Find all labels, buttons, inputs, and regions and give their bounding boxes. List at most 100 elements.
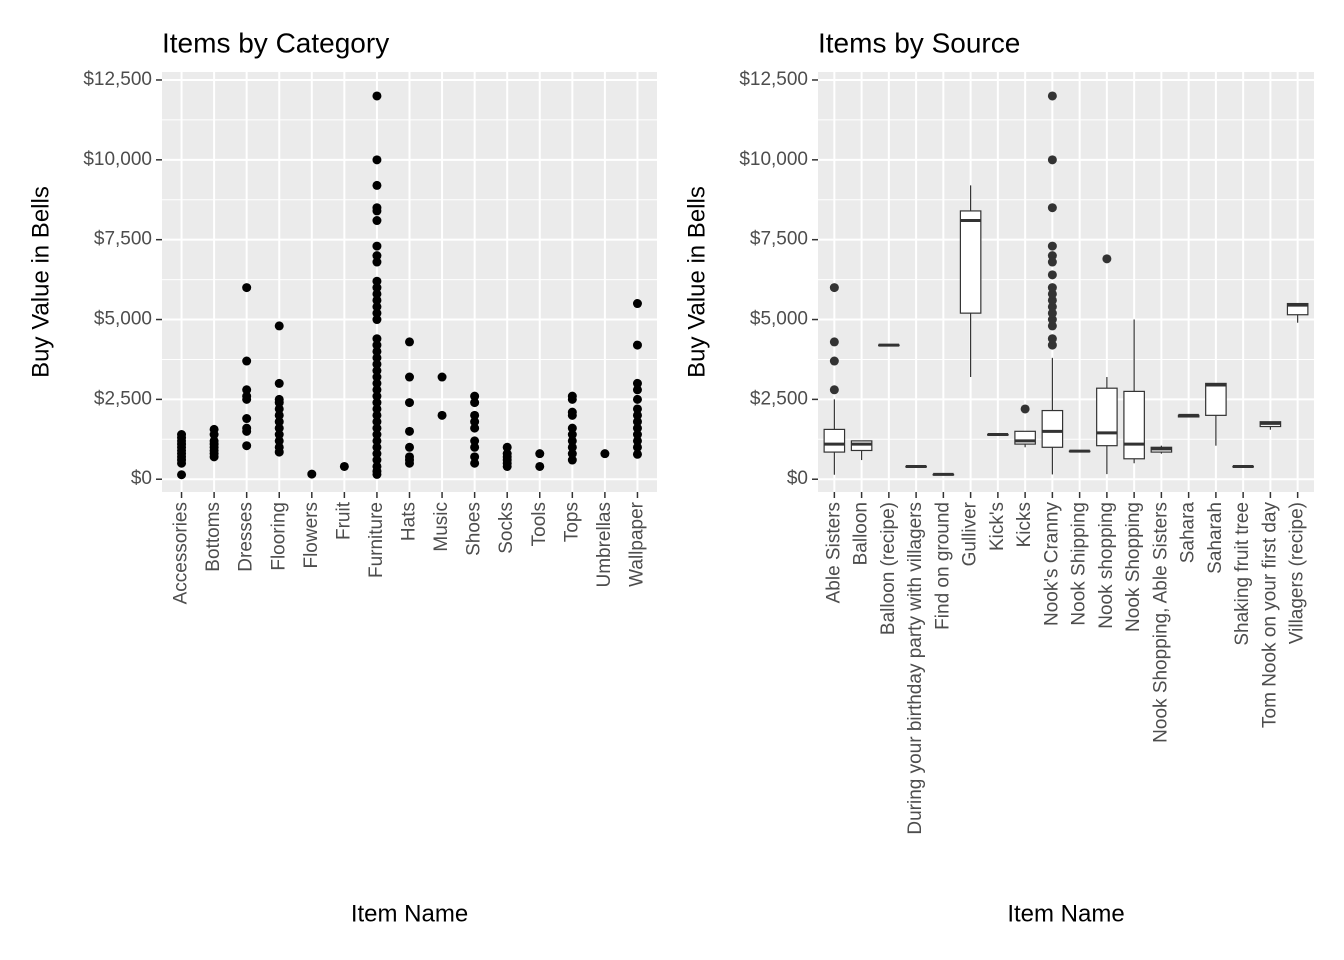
point bbox=[632, 442, 642, 452]
y-tick-label: $10,000 bbox=[739, 149, 808, 170]
chart-title: Items by Source bbox=[818, 27, 1020, 58]
outlier bbox=[1047, 241, 1057, 251]
point bbox=[405, 398, 414, 408]
outlier bbox=[829, 337, 839, 347]
point bbox=[274, 321, 284, 331]
point bbox=[567, 430, 577, 440]
x-tick-label: During your birthday party with villager… bbox=[905, 502, 926, 835]
x-axis-title: Item Name bbox=[1007, 900, 1124, 927]
point bbox=[632, 404, 642, 414]
outlier bbox=[829, 283, 839, 293]
outlier bbox=[829, 385, 839, 395]
point bbox=[339, 461, 349, 471]
outlier bbox=[1047, 289, 1057, 299]
x-tick-label: Tom Nook on your first day bbox=[1259, 502, 1280, 728]
point bbox=[372, 91, 382, 101]
x-tick-label: Fruit bbox=[333, 501, 354, 540]
point bbox=[372, 417, 382, 427]
outlier bbox=[1047, 321, 1057, 331]
box bbox=[1096, 387, 1118, 447]
point bbox=[502, 449, 512, 459]
x-tick-label: Nook Shipping bbox=[1069, 502, 1090, 626]
point bbox=[242, 283, 252, 293]
point bbox=[372, 461, 382, 471]
point bbox=[372, 315, 382, 325]
point bbox=[372, 340, 382, 350]
point bbox=[242, 391, 252, 401]
point bbox=[632, 299, 642, 309]
point bbox=[372, 346, 382, 356]
x-axis-title: Item Name bbox=[351, 900, 468, 927]
point bbox=[372, 398, 382, 408]
point bbox=[274, 436, 284, 446]
point bbox=[372, 404, 382, 414]
point bbox=[405, 452, 414, 462]
point bbox=[470, 417, 480, 427]
point bbox=[274, 417, 284, 427]
point bbox=[242, 414, 252, 424]
x-tick-label: Nook's Cranny bbox=[1041, 502, 1062, 627]
point bbox=[242, 356, 252, 366]
point bbox=[274, 410, 284, 420]
box bbox=[823, 428, 846, 453]
point bbox=[437, 372, 447, 382]
x-tick-label: Accessories bbox=[171, 502, 192, 604]
point bbox=[535, 449, 545, 459]
point bbox=[242, 423, 252, 433]
outlier bbox=[1047, 155, 1057, 165]
x-tick-label: Able Sisters bbox=[823, 502, 844, 603]
point bbox=[632, 430, 642, 440]
point bbox=[372, 302, 382, 312]
point bbox=[405, 372, 414, 382]
point bbox=[437, 410, 447, 420]
x-tick-label: Nook Shopping bbox=[1123, 502, 1144, 632]
point bbox=[372, 410, 382, 420]
outlier bbox=[1047, 334, 1057, 344]
y-tick-label: $2,500 bbox=[94, 388, 152, 409]
box bbox=[959, 210, 982, 314]
outlier bbox=[1047, 315, 1057, 325]
point bbox=[242, 441, 252, 451]
y-tick-label: $10,000 bbox=[83, 149, 152, 170]
point bbox=[372, 442, 382, 452]
point bbox=[405, 426, 414, 436]
y-tick-label: $12,500 bbox=[739, 69, 808, 90]
point bbox=[372, 430, 382, 440]
point bbox=[470, 442, 480, 452]
outlier bbox=[1047, 295, 1057, 305]
x-tick-label: Tops bbox=[561, 502, 582, 542]
point bbox=[372, 385, 382, 395]
y-tick-label: $5,000 bbox=[94, 309, 152, 330]
point bbox=[470, 423, 480, 433]
point bbox=[600, 449, 610, 459]
outlier bbox=[1047, 203, 1057, 213]
y-axis-title: Buy Value in Bells bbox=[27, 186, 54, 378]
point bbox=[372, 353, 382, 363]
point bbox=[372, 216, 382, 226]
x-tick-label: Tools bbox=[529, 502, 550, 546]
point bbox=[632, 417, 642, 427]
point bbox=[502, 442, 512, 452]
outlier bbox=[1020, 404, 1030, 414]
point bbox=[274, 442, 284, 452]
point bbox=[372, 359, 382, 369]
point bbox=[307, 469, 317, 479]
point bbox=[632, 394, 642, 404]
outlier bbox=[1047, 91, 1057, 101]
point bbox=[567, 391, 577, 401]
point bbox=[372, 180, 382, 190]
y-tick-label: $5,000 bbox=[750, 309, 808, 330]
point bbox=[470, 410, 480, 420]
point bbox=[567, 442, 577, 452]
point bbox=[372, 391, 382, 401]
x-tick-label: Shaking fruit tree bbox=[1232, 502, 1253, 646]
outlier bbox=[1047, 308, 1057, 318]
point bbox=[470, 391, 480, 401]
point bbox=[177, 430, 187, 440]
point bbox=[567, 449, 577, 459]
x-tick-label: Hats bbox=[399, 502, 420, 541]
point bbox=[372, 423, 382, 433]
point bbox=[405, 442, 414, 452]
point bbox=[372, 276, 382, 286]
point bbox=[632, 340, 642, 350]
